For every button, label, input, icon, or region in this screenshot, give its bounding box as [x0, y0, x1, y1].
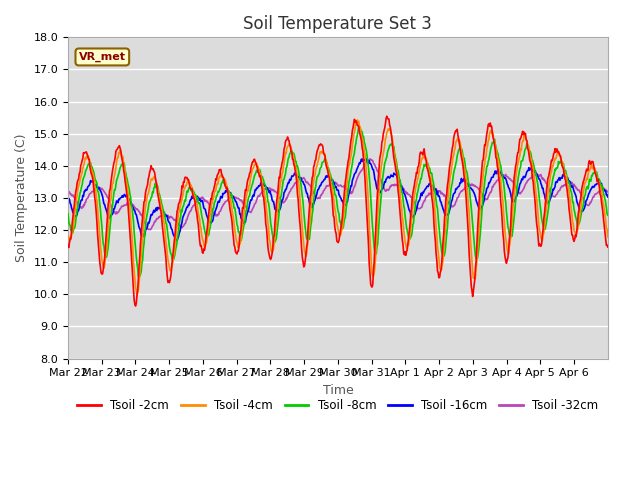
- Tsoil -2cm: [604, 244, 612, 250]
- Line: Tsoil -32cm: Tsoil -32cm: [68, 159, 608, 229]
- Tsoil -16cm: [64, 194, 72, 200]
- Tsoil -4cm: [127, 227, 135, 233]
- Tsoil -16cm: [275, 208, 282, 214]
- Tsoil -32cm: [254, 193, 262, 199]
- Tsoil -8cm: [275, 216, 282, 222]
- Tsoil -2cm: [64, 243, 72, 249]
- Line: Tsoil -4cm: Tsoil -4cm: [68, 120, 608, 295]
- Tsoil -2cm: [275, 181, 282, 187]
- Tsoil -32cm: [147, 227, 154, 232]
- Tsoil -32cm: [127, 201, 135, 206]
- Tsoil -2cm: [227, 214, 235, 220]
- Tsoil -2cm: [132, 303, 140, 309]
- Tsoil -4cm: [395, 180, 403, 185]
- Tsoil -16cm: [395, 178, 403, 184]
- Tsoil -4cm: [275, 196, 282, 202]
- Tsoil -16cm: [173, 238, 180, 243]
- Tsoil -8cm: [127, 204, 135, 209]
- Legend: Tsoil -2cm, Tsoil -4cm, Tsoil -8cm, Tsoil -16cm, Tsoil -32cm: Tsoil -2cm, Tsoil -4cm, Tsoil -8cm, Tsoi…: [73, 395, 603, 417]
- Tsoil -32cm: [425, 191, 433, 196]
- Tsoil -4cm: [353, 117, 361, 123]
- Tsoil -8cm: [604, 212, 612, 218]
- Y-axis label: Soil Temperature (C): Soil Temperature (C): [15, 134, 28, 262]
- Tsoil -2cm: [127, 252, 135, 258]
- Line: Tsoil -8cm: Tsoil -8cm: [68, 126, 608, 276]
- Tsoil -8cm: [395, 172, 403, 178]
- Tsoil -4cm: [64, 234, 72, 240]
- Tsoil -32cm: [275, 193, 282, 199]
- Tsoil -8cm: [355, 123, 362, 129]
- Tsoil -32cm: [366, 156, 374, 162]
- Line: Tsoil -16cm: Tsoil -16cm: [68, 158, 608, 240]
- Tsoil -16cm: [254, 184, 262, 190]
- Tsoil -4cm: [254, 164, 262, 169]
- Tsoil -8cm: [227, 195, 235, 201]
- Tsoil -8cm: [254, 166, 262, 171]
- Title: Soil Temperature Set 3: Soil Temperature Set 3: [243, 15, 433, 33]
- Tsoil -4cm: [133, 292, 141, 298]
- Tsoil -32cm: [604, 189, 612, 195]
- Tsoil -4cm: [604, 234, 612, 240]
- Tsoil -2cm: [425, 173, 433, 179]
- Text: VR_met: VR_met: [79, 52, 126, 62]
- Tsoil -2cm: [254, 169, 262, 175]
- X-axis label: Time: Time: [323, 384, 353, 397]
- Tsoil -16cm: [604, 194, 612, 200]
- Tsoil -4cm: [227, 202, 235, 207]
- Tsoil -32cm: [64, 190, 72, 196]
- Tsoil -32cm: [227, 192, 235, 198]
- Tsoil -4cm: [425, 171, 433, 177]
- Tsoil -2cm: [395, 193, 403, 199]
- Tsoil -16cm: [127, 202, 135, 207]
- Line: Tsoil -2cm: Tsoil -2cm: [68, 116, 608, 306]
- Tsoil -16cm: [425, 181, 433, 187]
- Tsoil -8cm: [64, 211, 72, 216]
- Tsoil -32cm: [395, 182, 403, 188]
- Tsoil -8cm: [134, 274, 142, 279]
- Tsoil -8cm: [425, 166, 433, 171]
- Tsoil -16cm: [227, 192, 235, 198]
- Tsoil -16cm: [363, 156, 371, 161]
- Tsoil -2cm: [383, 113, 390, 119]
